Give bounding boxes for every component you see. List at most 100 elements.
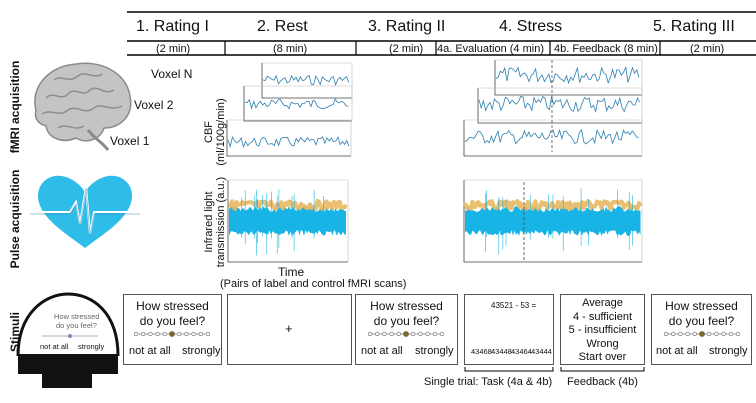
rating-1-scale-point bbox=[191, 331, 196, 337]
rating-2-scale-point bbox=[411, 331, 416, 337]
rating-1-scale-point bbox=[141, 331, 146, 337]
rating-3-scale-point bbox=[692, 331, 697, 337]
feedback-line-5: Start over bbox=[578, 351, 627, 363]
cbf-stress-panel-2-frame bbox=[478, 87, 643, 123]
rating-1-scale-point bbox=[184, 331, 189, 337]
headset-question-2: do you feel? bbox=[56, 321, 97, 330]
cbf-stress-panel-2-axis bbox=[477, 88, 642, 124]
rating-2-scale-point bbox=[382, 331, 387, 337]
rating-1-question-2: do you feel? bbox=[139, 314, 206, 328]
task-equation: 43521 - 53 = bbox=[491, 301, 537, 310]
rating-1-scale-point bbox=[162, 331, 167, 337]
feedback-caption: Feedback (4b) bbox=[567, 376, 638, 388]
rating-3-low-label: not at all bbox=[656, 345, 698, 357]
rating-2-low-label: not at all bbox=[361, 345, 403, 357]
phase-title-rating-2: 3. Rating II bbox=[368, 18, 446, 35]
duration-rating-1: (2 min) bbox=[156, 43, 191, 55]
headset-question-1: How stressed bbox=[54, 312, 100, 321]
cbf-stress-panel-n-axis bbox=[494, 60, 642, 96]
rating-3-scale-point bbox=[714, 331, 719, 337]
rating-3-scale-point bbox=[685, 331, 690, 337]
rating-1-question-1: How stressed bbox=[136, 299, 209, 313]
headset-high-label: strongly bbox=[78, 342, 105, 351]
rating-1-high-label: strongly bbox=[182, 345, 221, 357]
cbf-stress-panel-1-axis bbox=[463, 120, 642, 157]
headset-low-label: not at all bbox=[40, 342, 69, 351]
rating-3-scale-point bbox=[721, 331, 726, 337]
feedback-line-1: Average bbox=[582, 297, 623, 309]
time-axis-label: Time bbox=[278, 265, 305, 279]
cbf-stress-trace-n bbox=[495, 65, 640, 85]
duration-rest: (8 min) bbox=[273, 43, 308, 55]
feedback-line-4: Wrong bbox=[586, 337, 619, 350]
duration-rating-3: (2 min) bbox=[690, 43, 725, 55]
cbf-rest-trace-1 bbox=[227, 136, 350, 149]
rating-3-scale-point bbox=[699, 331, 705, 337]
rating-1-low-label: not at all bbox=[129, 345, 171, 357]
rating-2-question-2: do you feel? bbox=[373, 314, 440, 328]
task-screen: 43521 - 53 = 43468 43448 43464 43444 bbox=[464, 294, 554, 365]
rating-3-scale-point bbox=[728, 331, 733, 337]
cbf-rest-panel-2-frame bbox=[244, 85, 353, 121]
voxel-label-2: Voxel 2 bbox=[134, 98, 174, 112]
duration-feedback: 4b. Feedback (8 min) bbox=[554, 43, 658, 55]
rating-2-scale-point bbox=[403, 331, 409, 337]
cbf-rest-trace-n bbox=[262, 74, 350, 87]
task-caption: Single trial: Task (4a & 4b) bbox=[424, 376, 553, 388]
cbf-rest-trace-2 bbox=[245, 98, 349, 110]
rating-3-scale-point bbox=[678, 331, 683, 337]
rating-1-scale bbox=[133, 331, 211, 337]
mri-headset-screen: How stressed do you feel? not at all str… bbox=[12, 292, 122, 392]
cbf-stress-panel-1-frame bbox=[464, 119, 643, 156]
rating-1-screen: How stressed do you feel? not at all str… bbox=[123, 294, 222, 365]
rating-2-scale-point bbox=[389, 331, 394, 337]
phase-title-stress: 4. Stress bbox=[499, 18, 563, 35]
headset-scale bbox=[42, 334, 98, 338]
rating-1-scale-point bbox=[148, 331, 153, 337]
rating-3-scale-point bbox=[707, 331, 712, 337]
brain-illustration bbox=[34, 62, 132, 151]
rating-2-scale-point bbox=[375, 331, 380, 337]
rating-3-scale bbox=[663, 331, 741, 337]
pulse-rest-axis bbox=[227, 180, 348, 263]
pulse-stress-axis bbox=[463, 180, 642, 263]
task-option-1: 43468 bbox=[471, 347, 492, 356]
pulse-rest-frame bbox=[228, 179, 349, 262]
feedback-screen: Average 4 - sufficient 5 - insufficient … bbox=[560, 294, 645, 365]
rating-2-scale-point bbox=[418, 331, 423, 337]
rating-2-scale-point bbox=[439, 331, 445, 337]
time-axis-note: (Pairs of label and control fMRI scans) bbox=[220, 278, 407, 290]
rating-2-scale bbox=[367, 331, 445, 337]
rating-2-screen: How stressed do you feel? not at all str… bbox=[355, 294, 458, 365]
rating-2-high-label: strongly bbox=[415, 345, 454, 357]
rating-1-scale-point bbox=[177, 331, 182, 337]
feedback-bracket bbox=[560, 367, 645, 372]
rating-3-question-1: How stressed bbox=[665, 299, 738, 313]
feedback-line-3: 5 - insufficient bbox=[568, 324, 637, 336]
feedback-line-2: 4 - sufficient bbox=[572, 310, 633, 323]
rating-2-scale-point bbox=[425, 331, 430, 337]
cbf-rest-panel-n-axis bbox=[261, 63, 352, 99]
cbf-stress-trace-2 bbox=[478, 95, 640, 113]
rating-3-question-2: do you feel? bbox=[668, 314, 735, 328]
rating-1-scale-point bbox=[198, 331, 203, 337]
header-lines bbox=[127, 11, 756, 56]
task-bracket bbox=[464, 367, 554, 372]
phase-title-rating-1: 1. Rating I bbox=[136, 18, 209, 35]
rating-2-question-1: How stressed bbox=[370, 299, 443, 313]
task-option-2: 43448 bbox=[491, 347, 512, 356]
fixation-cross: + bbox=[285, 321, 293, 336]
rest-screen: + bbox=[227, 294, 352, 365]
rating-3-scale-point bbox=[663, 331, 669, 337]
rating-2-scale-point bbox=[432, 331, 437, 337]
cbf-rest-panel-1-axis bbox=[226, 120, 351, 157]
phase-title-rating-3: 5. Rating III bbox=[653, 18, 735, 35]
rating-3-scale-point bbox=[735, 331, 741, 337]
heart-icon bbox=[30, 175, 140, 248]
pulse-stress-frame bbox=[464, 179, 643, 262]
pulse-rest-peaks bbox=[228, 199, 348, 211]
rating-2-scale-point bbox=[396, 331, 401, 337]
